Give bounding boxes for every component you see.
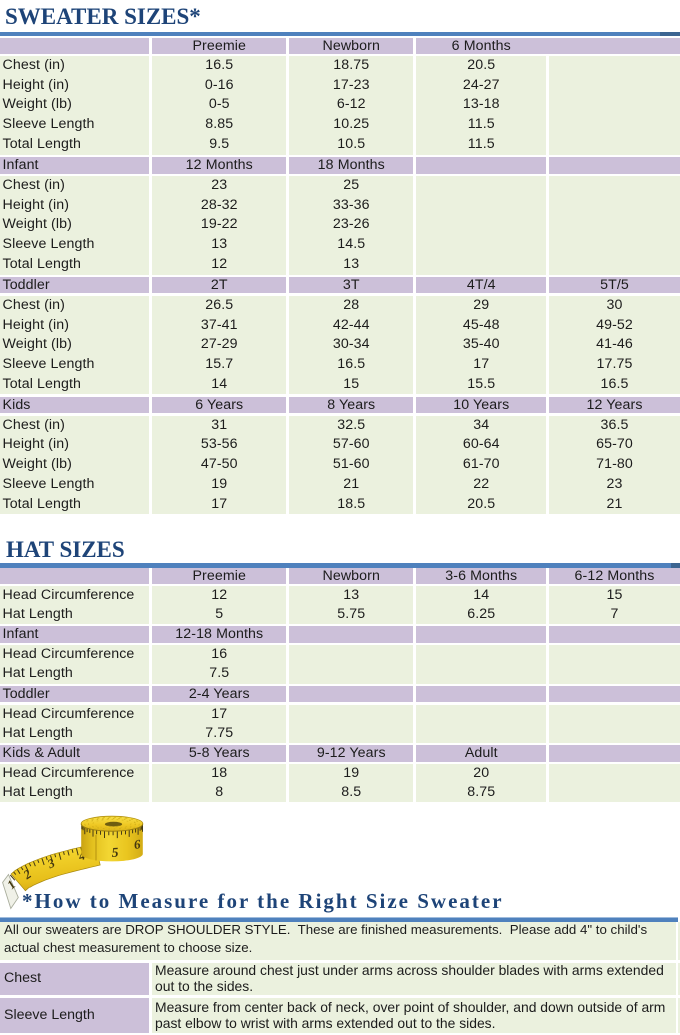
svg-text:5: 5: [111, 845, 119, 860]
svg-text:6: 6: [133, 836, 142, 852]
svg-text:4: 4: [76, 848, 87, 863]
